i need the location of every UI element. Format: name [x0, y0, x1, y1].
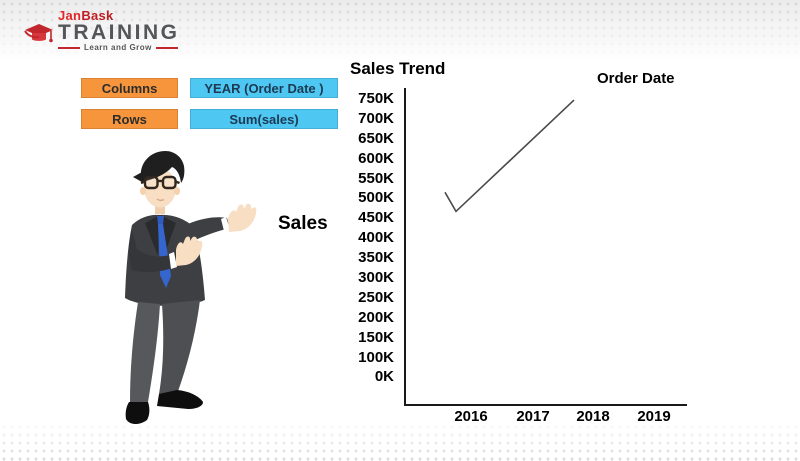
logo-text: JanBask TRAINING Learn and Grow [58, 8, 180, 52]
columns-shelf-value: YEAR (Order Date ) [190, 78, 338, 98]
chart-title: Sales Trend [350, 59, 446, 78]
y-tick: 600K [358, 149, 394, 167]
janbask-training-logo: JanBask TRAINING Learn and Grow [24, 8, 180, 52]
man-hand-extended [228, 203, 257, 232]
y-tick: 450K [358, 209, 394, 227]
graduation-cap-icon [24, 24, 53, 43]
x-axis-label: Order Date [597, 70, 675, 87]
rows-shelf-label: Rows [81, 109, 178, 129]
man-hair-fringe [133, 171, 144, 182]
man-arm-lower [129, 230, 176, 273]
man-arm-extended [188, 217, 230, 241]
y-axis-tick-labels: 750K 700K 650K 600K 550K 500K 450K 400K … [330, 89, 394, 387]
sales-trend-line-chart [444, 99, 575, 213]
man-shoe-right [157, 390, 203, 409]
y-tick: 750K [358, 90, 394, 107]
x-tick-2018: 2018 [576, 408, 610, 425]
man-shoe-left [125, 402, 150, 425]
man-trouser-left [130, 302, 160, 402]
man-neck [155, 202, 165, 218]
halftone-pattern-top [0, 0, 800, 64]
tagline-dash-right [155, 46, 178, 49]
trend-line [444, 99, 575, 213]
x-tick-2019: 2019 [637, 408, 671, 425]
y-tick: 500K [358, 189, 394, 207]
tagline-text: Learn and Grow [84, 43, 152, 52]
rows-shelf-value: Sum(sales) [190, 109, 338, 129]
man-ear-left [140, 187, 146, 195]
y-tick: 550K [358, 169, 394, 187]
x-tick-2017: 2017 [516, 408, 550, 425]
man-lapel-left [145, 215, 160, 256]
brand-name: JanBask [58, 8, 114, 23]
y-tick: 150K [358, 328, 394, 346]
brand-tagline: Learn and Grow [58, 43, 180, 52]
man-hair [140, 150, 185, 183]
halftone-pattern-bottom [0, 415, 800, 461]
y-tick: 250K [358, 288, 394, 306]
y-axis-line [404, 88, 406, 406]
y-tick: 300K [358, 269, 394, 287]
man-ear-right [174, 187, 180, 195]
y-tick: 650K [358, 129, 394, 147]
man-trouser-right [159, 300, 200, 394]
y-tick: 700K [358, 109, 394, 127]
man-cuff-lower [169, 252, 177, 269]
y-tick: 400K [358, 229, 394, 247]
x-tick-2016: 2016 [454, 408, 488, 425]
man-mouth [156, 198, 165, 202]
x-axis-line [404, 404, 687, 406]
y-axis-label: Sales [278, 213, 328, 234]
columns-shelf-label: Columns [81, 78, 178, 98]
y-tick: 0K [374, 368, 394, 386]
man-tie-knot [157, 216, 164, 224]
tagline-dash-left [58, 46, 80, 49]
y-tick: 100K [358, 348, 394, 366]
businessman-presenting-illustration [125, 150, 257, 425]
y-tick: 350K [358, 249, 394, 267]
brand-title: TRAINING [58, 21, 180, 44]
man-hand-lower [176, 236, 203, 266]
y-tick: 200K [358, 308, 394, 326]
man-glasses [140, 175, 180, 190]
man-cuff-extended [221, 217, 230, 231]
